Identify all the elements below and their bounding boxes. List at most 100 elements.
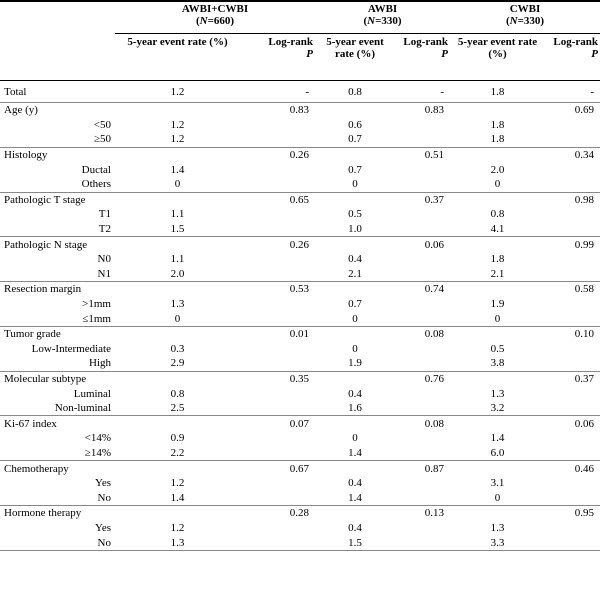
results-table: AWBI+CWBI (N=660) AWBI (N=330) CWBI (N=330) 5-… — [0, 0, 600, 551]
group-name: AWBI — [367, 3, 398, 15]
table-row: Molecular subtype 0.35 0.76 0.37 — [0, 371, 600, 386]
group-n: ( — [505, 15, 510, 27]
group-n: ( — [363, 15, 368, 27]
empty — [315, 371, 395, 386]
rate-value: 0 — [115, 176, 240, 193]
empty — [395, 356, 451, 372]
rate-value: 0.6 — [348, 118, 362, 131]
group-n: =330) — [375, 15, 402, 27]
p-value: 0.83 — [424, 104, 445, 117]
empty — [115, 103, 240, 118]
rate-value: 2.0 — [115, 266, 240, 283]
sub-label: >1mm — [82, 298, 111, 311]
empty — [395, 342, 450, 357]
p-value: 0.53 — [289, 283, 310, 296]
table-row: Age (y) 0.83 0.83 0.69 — [0, 103, 600, 118]
table-row: Low-Intermediate 0.3 0 0.5 — [0, 342, 600, 357]
rate-value: 1.8 — [490, 118, 505, 131]
p-value: 0.87 — [424, 462, 445, 475]
sub-label: N0 — [97, 253, 111, 266]
empty — [545, 252, 600, 267]
empty — [395, 297, 450, 312]
rate-value: 0.3 — [170, 342, 185, 355]
empty — [115, 371, 240, 386]
empty — [450, 192, 545, 207]
table-row: <50 1.2 0.6 1.8 — [0, 118, 600, 133]
rate-value: 1.3 — [115, 535, 240, 551]
rate-value: 0 — [352, 342, 358, 355]
empty — [395, 445, 451, 462]
empty — [545, 266, 600, 283]
table-row: Ductal 1.4 0.7 2.0 — [0, 162, 600, 177]
rate-value: 1.3 — [490, 521, 505, 534]
rate-value: 1.4 — [170, 163, 185, 176]
rate-value: 3.3 — [450, 535, 546, 551]
empty — [315, 103, 395, 118]
table-row: ≥50 1.2 0.7 1.8 — [0, 132, 600, 148]
group-name: CWBI — [509, 3, 541, 15]
table-row: Others 0 0 0 — [0, 176, 600, 193]
rate-value: 0.4 — [348, 477, 362, 490]
column-header-text: P — [591, 48, 599, 60]
table-row: N0 1.1 0.4 1.8 — [0, 252, 600, 267]
rate-value: 0 — [450, 311, 546, 327]
column-header-text: P — [441, 48, 449, 60]
rate-value: 0 — [315, 176, 396, 193]
section-label: Histology — [4, 149, 48, 162]
rate-value: 0 — [352, 432, 358, 445]
column-header-text: Log-rank — [268, 36, 314, 48]
table-row: Hormone therapy 0.28 0.13 0.95 — [0, 506, 600, 521]
rate-value: 1.8 — [450, 132, 546, 148]
empty — [240, 431, 315, 446]
p-value: 0.65 — [289, 193, 310, 206]
table-row: No 1.3 1.5 3.3 — [0, 535, 600, 551]
p-value: 0.26 — [289, 238, 310, 251]
column-header-text: P — [306, 48, 314, 60]
empty — [240, 490, 316, 507]
p-value: 0.01 — [289, 328, 310, 341]
table-row: Histology 0.26 0.51 0.34 — [0, 147, 600, 162]
empty — [395, 311, 451, 327]
table-row: N1 2.0 2.1 2.1 — [0, 266, 600, 283]
empty — [395, 431, 450, 446]
empty — [240, 311, 316, 327]
group-n: =660) — [207, 15, 235, 27]
table-row: ≥14% 2.2 1.4 6.0 — [0, 445, 600, 462]
empty — [545, 221, 600, 238]
empty — [395, 400, 451, 417]
empty — [240, 445, 316, 462]
empty — [450, 147, 545, 162]
empty — [240, 176, 316, 193]
empty — [240, 132, 316, 148]
empty — [315, 192, 395, 207]
empty — [450, 326, 545, 341]
empty — [395, 266, 451, 283]
column-header: 5-year event rate (%) — [450, 33, 546, 81]
empty — [395, 118, 450, 133]
group-n: N — [509, 15, 518, 27]
empty — [545, 311, 600, 327]
group-n: =330) — [517, 15, 545, 27]
table-row: 5-year event rate (%) Log-rank P 5-year eve… — [0, 33, 600, 81]
rate-value: 1.5 — [115, 221, 240, 238]
table-row: >1mm 1.3 0.7 1.9 — [0, 297, 600, 312]
table-row: Pathologic T stage 0.65 0.37 0.98 — [0, 192, 600, 207]
cell-value: - — [545, 80, 600, 103]
sub-label: Luminal — [73, 387, 111, 400]
rate-value: 1.3 — [170, 298, 185, 311]
empty — [545, 176, 600, 193]
p-value: 0.37 — [424, 193, 445, 206]
rate-value: 1.2 — [170, 477, 185, 490]
table-row: Ki-67 index 0.07 0.08 0.06 — [0, 416, 600, 431]
sub-label: Others — [0, 176, 115, 193]
corner — [0, 1, 115, 34]
empty — [315, 237, 395, 252]
section-label: Pathologic T stage — [4, 193, 86, 206]
empty — [240, 476, 315, 491]
rate-value: 3.2 — [450, 400, 546, 417]
sub-label: N1 — [0, 266, 115, 283]
rate-value: 0 — [115, 311, 240, 327]
group-name: AWBI+CWBI — [181, 3, 249, 15]
empty — [545, 386, 600, 401]
